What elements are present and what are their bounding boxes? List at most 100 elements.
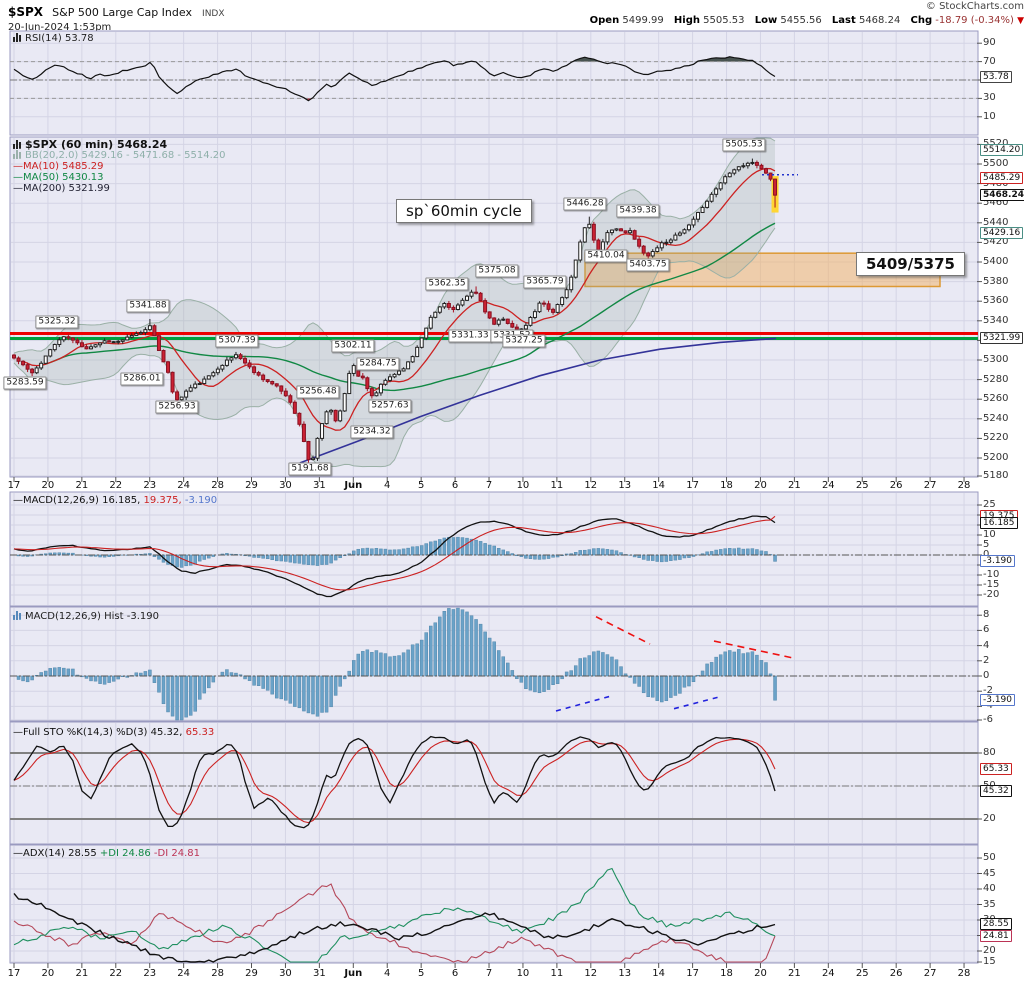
axis-tick-price: 5400: [983, 256, 1009, 267]
price-flag-label: 5439.38: [616, 204, 660, 218]
price-flag-label: 5234.32: [350, 425, 394, 439]
axis-value-chip: 65.33: [980, 763, 1012, 776]
top-date-label: 7: [485, 480, 493, 491]
axis-tick-hist: 0: [983, 670, 990, 681]
axis-tick-rsi: 10: [983, 110, 996, 122]
bottom-date-label: 7: [485, 968, 493, 979]
legend-text: BB(20,2.0) 5429.16 - 5471.68 - 5514.20: [25, 150, 226, 161]
legend-text: —MA(50) 5430.13: [13, 172, 104, 183]
price-flag-label: 5302.11: [331, 339, 375, 353]
axis-tick-adx: 45: [983, 867, 996, 879]
price-flag-label: 5257.63: [368, 399, 412, 413]
bottom-date-label: 18: [720, 968, 733, 979]
axis-tick-price: 5340: [983, 314, 1009, 326]
axis-tick-price: 5420: [983, 236, 1009, 248]
axis-tick-rsi: 70: [983, 55, 996, 67]
quote-value: 5455.56: [777, 15, 825, 26]
legend-text: +DI 24.86: [99, 848, 154, 859]
axis-value-chip: 5514.20: [980, 144, 1024, 157]
bottom-date-label: 5: [417, 968, 425, 979]
bottom-date-label: 23: [143, 968, 157, 979]
quote-label: Low: [754, 15, 778, 26]
axis-tick-hist: 2: [983, 654, 990, 666]
chg-dropdown-arrow-icon[interactable]: ▼: [1017, 16, 1024, 26]
bottom-date-label: 28: [957, 968, 971, 979]
legend-sto-row1: —Full STO %K(14,3) %D(3) 45.32, 65.33: [13, 727, 214, 738]
axis-tick-rsi: 90: [983, 37, 996, 49]
price-flag-label: 5365.79: [523, 275, 567, 289]
bottom-date-label: 21: [788, 968, 801, 979]
top-date-label: 21: [788, 480, 801, 491]
axis-tick-sto: 20: [983, 813, 996, 824]
axis-tick-adx: 50: [983, 852, 996, 863]
bottom-date-label: 27: [923, 968, 937, 979]
indicator-chart-icon: [13, 611, 22, 620]
legend-text: RSI(14) 53.78: [25, 33, 94, 44]
bottom-date-label: Jun: [344, 968, 363, 979]
axis-tick-price: 5240: [983, 412, 1009, 424]
top-date-label: 11: [550, 480, 564, 491]
bottom-date-label: 12: [584, 968, 598, 979]
axis-tick-macd: 25: [983, 499, 996, 510]
price-flag-label: 5307.39: [215, 334, 259, 348]
bottom-date-label: 13: [618, 968, 632, 979]
axis-value-chip: 16.185: [980, 516, 1018, 529]
axis-tick-adx: 15: [983, 956, 996, 967]
indicator-chart-icon: [13, 150, 22, 159]
axis-tick-macd: -20: [983, 589, 1000, 600]
legend-text: $SPX (60 min) 5468.24: [25, 138, 168, 151]
top-date-label: 22: [109, 480, 123, 491]
price-flag-label: 5283.59: [3, 376, 47, 390]
price-flag-label: 5362.35: [425, 277, 469, 291]
axis-tick-hist: 4: [983, 639, 990, 651]
top-date-label: 24: [821, 480, 835, 491]
top-date-label: 17: [7, 480, 21, 491]
top-date-label: 21: [75, 480, 89, 491]
top-date-label: 29: [245, 480, 258, 491]
legend-hist-row1: MACD(12,26,9) Hist -3.190: [13, 611, 159, 622]
quote-value: 5468.24: [855, 15, 904, 26]
axis-tick-price: 5300: [983, 354, 1009, 365]
bottom-date-label: 6: [451, 968, 459, 979]
axis-tick-macd: -15: [983, 579, 1000, 590]
top-date-label: 6: [451, 480, 459, 491]
top-date-label: 25: [855, 480, 869, 491]
price-flag-label: 5286.01: [120, 372, 164, 386]
axis-tick-price: 5180: [983, 470, 1009, 481]
bottom-date-label: 11: [550, 968, 564, 979]
top-date-label: 10: [516, 480, 530, 491]
top-date-label: 20: [41, 480, 55, 491]
bottom-date-label: 17: [7, 968, 21, 979]
bottom-date-label: 30: [279, 968, 292, 979]
price-flag-label: 5341.88: [126, 299, 170, 313]
legend-rsi-row1: RSI(14) 53.78: [13, 33, 94, 44]
bottom-date-label: 28: [211, 968, 224, 979]
legend-text: MACD(12,26,9) Hist -3.190: [25, 611, 159, 622]
axis-value-chip: 28.55: [980, 918, 1012, 931]
price-flag-label: 5331.33: [448, 329, 492, 343]
bottom-date-label: 21: [75, 968, 89, 979]
top-date-label: 14: [652, 480, 666, 491]
top-date-label: 26: [889, 480, 903, 491]
top-date-label: Jun: [344, 480, 363, 491]
bottom-date-label: 20: [754, 968, 767, 979]
quote-summary: Open 5499.99 High 5505.53 Low 5455.56 La…: [583, 15, 1024, 26]
axis-value-chip: 5321.99: [980, 332, 1024, 345]
legend-adx-row1: —ADX(14) 28.55 +DI 24.86 -DI 24.81: [13, 848, 200, 859]
price-flag-label: 5446.28: [563, 197, 607, 211]
quote-value: -18.79 (-0.34%): [932, 15, 1018, 26]
bottom-date-label: 25: [855, 968, 869, 979]
axis-value-chip: 5429.16: [980, 227, 1024, 240]
indicator-chart-icon: [13, 33, 22, 42]
indicator-chart-icon: [13, 140, 22, 149]
cycle-annotation-box: sp`60min cycle: [396, 199, 532, 223]
axis-tick-price: 5260: [983, 393, 1009, 405]
legend-price-row2: BB(20,2.0) 5429.16 - 5471.68 - 5514.20: [13, 150, 226, 161]
bottom-date-label: 26: [889, 968, 903, 979]
top-date-label: 12: [584, 480, 598, 491]
price-flag-label: 5284.75: [356, 357, 400, 371]
support-zone-label: 5409/5375: [856, 252, 965, 276]
quote-label: High: [673, 15, 700, 26]
top-date-label: 18: [720, 480, 733, 491]
